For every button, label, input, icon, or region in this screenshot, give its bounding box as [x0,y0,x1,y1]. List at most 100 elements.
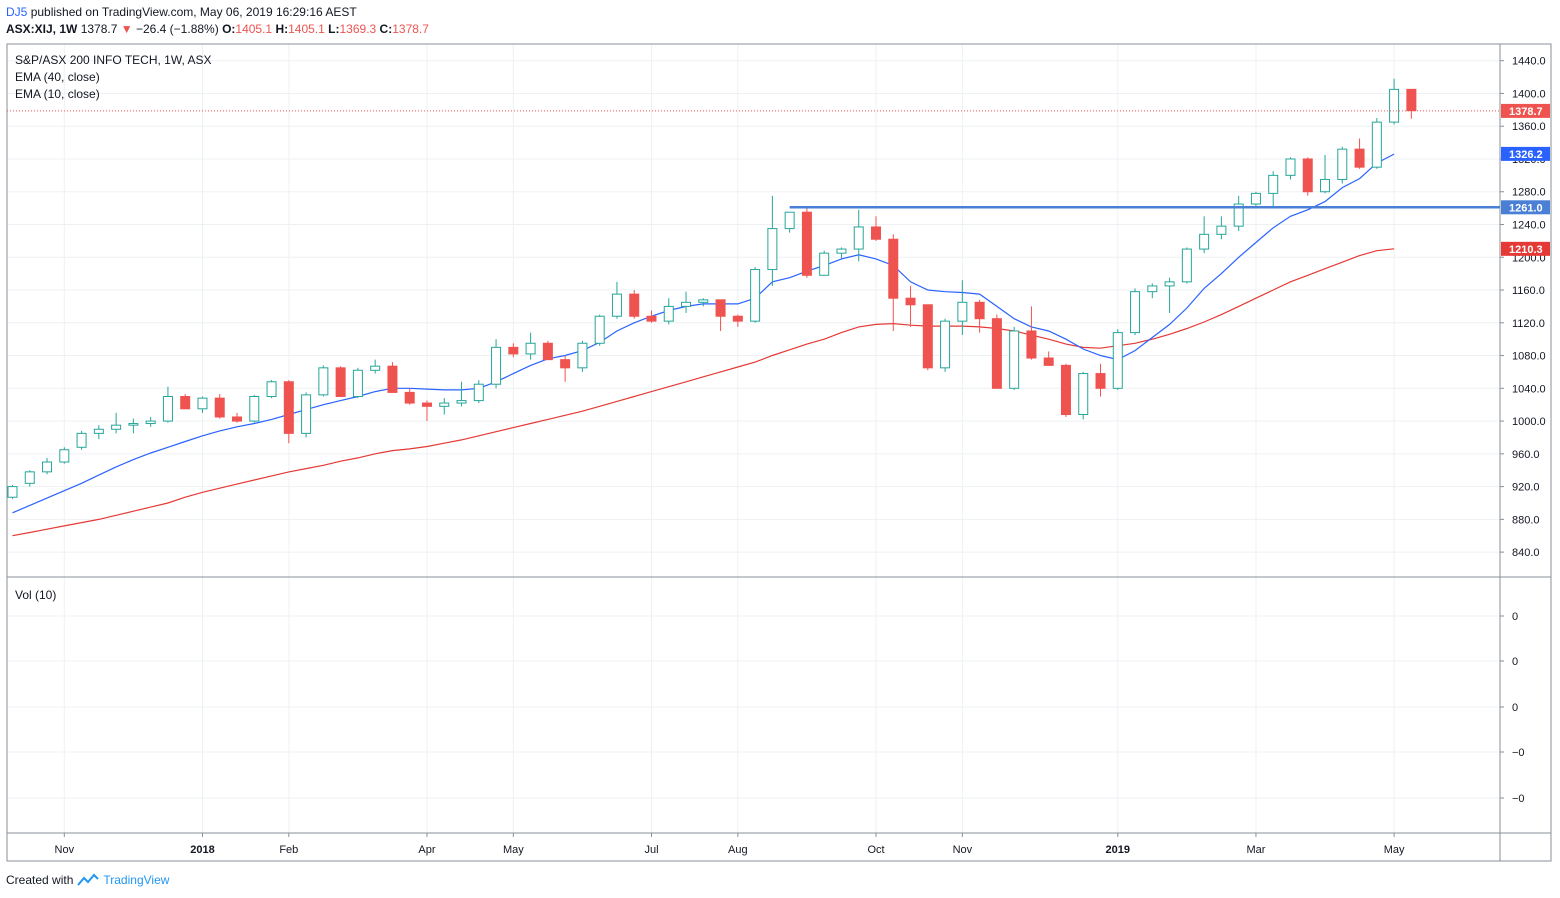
price-label-bg [1501,241,1550,256]
candle [232,412,243,423]
candle-body [888,238,899,299]
candle-body [370,365,381,371]
candle [1026,306,1037,360]
volume-tick-label: 0 [1512,656,1518,668]
price-tick-label: 1440.0 [1512,56,1546,68]
candle [853,209,864,262]
candle-body [1043,357,1054,366]
candle [1130,288,1141,336]
candle [421,400,432,422]
candle-body [7,486,18,498]
candle [128,418,139,434]
candle [1268,171,1279,207]
candle [59,447,70,464]
candle [646,310,657,323]
ema-lines [12,153,1395,537]
candle [473,380,484,404]
candle-body [439,402,450,407]
candle [180,394,191,410]
time-tick-label: May [503,844,524,856]
open-label: O: [222,22,236,36]
candle-body [1406,88,1417,112]
price-labels: 1378.7 1326.2 1261.0 1210.3 [1501,103,1550,256]
time-axis[interactable]: Nov 2018 Feb Apr May Jul Aug Oct Nov 2019 Mar May [55,833,1405,856]
candle-body [1026,330,1037,359]
grid-lines [7,44,1500,833]
open-value: 1405.1 [235,22,273,36]
candle-body [577,342,588,369]
price-label-bg [1501,146,1550,161]
candle [1406,88,1417,119]
candle-body [111,424,122,430]
candle [560,355,571,382]
candle [681,291,692,313]
candle [732,314,743,327]
price-label: 1378.7 [1501,103,1550,118]
author-link[interactable]: DJ5 [6,5,28,19]
candle-body [1199,233,1210,250]
volume-axis: 0 0 0 −0 −0 [1500,611,1525,805]
candle-body [1095,373,1106,389]
candle-body [1285,158,1296,176]
candle-body [473,383,484,402]
candle [301,392,312,438]
footer: Created with TradingView [6,873,169,887]
candle [370,359,381,374]
candle-body [214,397,225,418]
time-tick-label: Oct [867,844,884,856]
candle [249,394,260,423]
tradingview-logo-icon [77,873,100,886]
candle [905,285,916,327]
time-tick-label: Nov [55,844,75,856]
candle [611,281,622,319]
candle [1199,216,1210,254]
candle-body [1371,121,1382,168]
candle-body [59,449,70,463]
candle [698,298,709,307]
candle [1060,363,1071,417]
candle [922,304,933,371]
candle [1216,216,1227,240]
candle-body [1250,192,1261,205]
candle [767,195,778,286]
candle-body [542,342,553,361]
candle [111,412,122,434]
candle-body [387,365,398,393]
candle-body [594,315,605,344]
price-axis[interactable]: 1440.01400.01360.01320.01280.01240.01200… [1500,56,1546,559]
candle-body [42,461,53,473]
candle [663,298,674,325]
candle [750,267,761,323]
candle-body [940,320,951,369]
candle [1164,277,1175,313]
candle-body [819,252,830,276]
price-tick-label: 1160.0 [1512,285,1545,297]
tradingview-link[interactable]: TradingView [103,873,170,887]
candle [404,388,415,405]
price-label-bg [1501,103,1550,118]
candle-body [491,346,502,385]
candle [456,381,467,407]
candle-body [732,315,743,322]
candle [7,484,18,499]
time-tick-label: 2018 [190,844,214,856]
candle [387,362,398,393]
candle-body [1302,158,1313,193]
volume-legend: Vol (10) [15,588,56,602]
candle [439,398,450,415]
price-tick-label: 1120.0 [1512,318,1545,330]
candle [318,365,329,397]
candle-body [266,381,277,397]
candle-body [180,396,191,410]
candle-body [1112,332,1123,389]
price-tick-label: 1400.0 [1512,88,1546,100]
candle [1371,118,1382,169]
time-tick-label: Jul [644,844,658,856]
volume-tick-label: 0 [1512,702,1518,714]
candle [42,457,53,475]
candle [335,366,346,398]
candle [1095,363,1106,397]
candle [888,234,899,331]
candle-body [560,359,571,369]
